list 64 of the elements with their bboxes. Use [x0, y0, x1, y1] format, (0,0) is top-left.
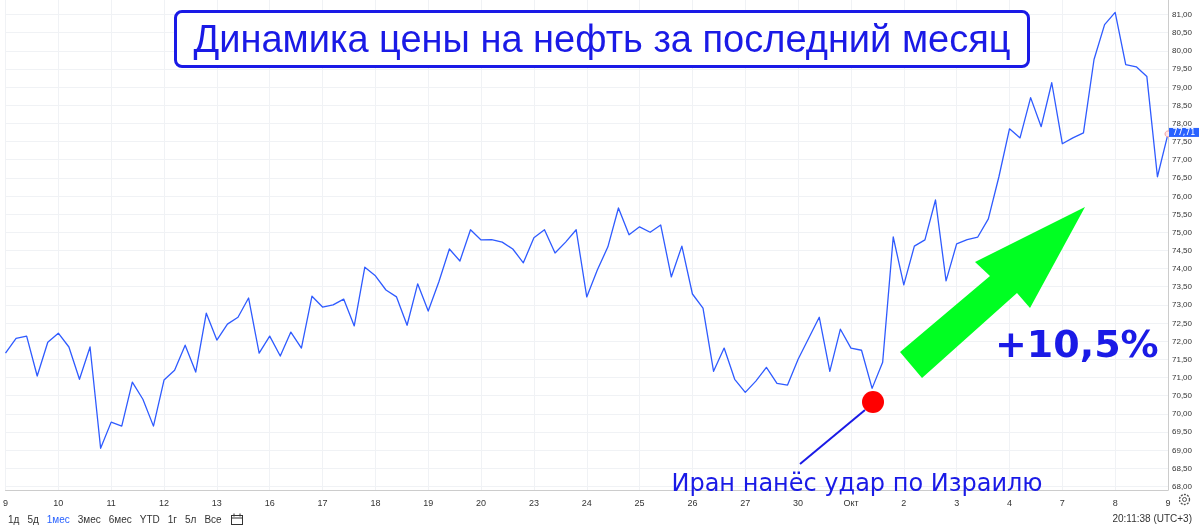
x-tick-label: 20: [476, 497, 487, 508]
y-tick-label: 80,50: [1172, 28, 1193, 38]
x-tick-label: Окт: [843, 497, 859, 508]
y-tick-label: 77,00: [1172, 155, 1193, 165]
y-tick-label: 78,50: [1172, 100, 1193, 110]
y-tick-label: 81,00: [1172, 10, 1193, 20]
y-tick-label: 70,50: [1172, 391, 1193, 401]
x-tick-label: 4: [1006, 497, 1012, 508]
text: 1г: [167, 514, 178, 525]
x-tick-label: 26: [687, 497, 698, 508]
text: Динамика цены на нефть за последний месяц: [174, 10, 1030, 68]
x-tick-label: 9: [1165, 497, 1171, 508]
x-tick-label: 25: [634, 497, 645, 508]
y-tick-label: 74,50: [1172, 245, 1193, 255]
y-tick-label: 75,50: [1172, 209, 1193, 219]
text: YTD: [139, 514, 160, 525]
y-tick-label: 69,00: [1172, 445, 1193, 455]
x-tick-label: 8: [1112, 497, 1118, 508]
x-tick-label: 11: [106, 497, 116, 508]
y-tick-label: 70,00: [1172, 409, 1193, 419]
y-tick-label: 79,50: [1172, 64, 1193, 74]
y-tick-label: 73,00: [1172, 300, 1193, 310]
y-tick-label: 77,50: [1172, 137, 1193, 147]
x-tick-label: 27: [740, 497, 751, 508]
x-tick-label: 18: [370, 497, 381, 508]
y-tick-label: 73,50: [1172, 282, 1193, 292]
text: 6мес: [108, 514, 132, 525]
annotation: Иран нанёс удар по Израилю: [671, 469, 1043, 497]
text: 1д: [8, 514, 20, 525]
y-tick-label: 80,00: [1172, 46, 1193, 56]
text: 77,71: [1172, 127, 1196, 137]
x-tick-label: 7: [1059, 497, 1065, 508]
y-tick-label: 76,00: [1172, 191, 1193, 201]
y-tick-label: 76,50: [1172, 173, 1193, 183]
text: Все: [204, 514, 222, 525]
x-tick-label: 16: [264, 497, 275, 508]
x-tick-label: 3: [954, 497, 960, 508]
y-tick-label: 71,50: [1172, 354, 1193, 364]
text: 5л: [185, 514, 197, 525]
y-tick-label: 68,50: [1172, 463, 1193, 473]
x-tick-label: 13: [211, 497, 222, 508]
text: 3мес: [77, 514, 101, 525]
y-tick-label: 72,00: [1172, 336, 1193, 346]
annotation: +10,5%: [995, 322, 1159, 366]
x-tick-label: 2: [901, 497, 907, 508]
y-tick-label: 74,00: [1172, 264, 1193, 274]
y-tick-label: 71,00: [1172, 372, 1193, 382]
y-tick-label: 79,00: [1172, 82, 1193, 92]
x-tick-label: 24: [581, 497, 592, 508]
y-tick-label: 68,00: [1172, 481, 1193, 491]
x-tick-label: 23: [528, 497, 539, 508]
y-tick-label: 72,50: [1172, 318, 1193, 328]
x-tick-label: 9: [2, 497, 9, 508]
y-tick-label: 75,00: [1172, 227, 1193, 237]
y-tick-label: 69,50: [1172, 427, 1193, 437]
text: 5д: [27, 514, 39, 525]
x-tick-label: 30: [793, 497, 804, 508]
x-tick-label: 12: [159, 497, 170, 508]
x-tick-label: 19: [423, 497, 434, 508]
text: 20:11:38 (UTC+3): [1112, 513, 1192, 524]
text: 1мес: [46, 514, 70, 525]
x-tick-label: 10: [53, 497, 64, 508]
y-tick-label: 78,00: [1172, 118, 1193, 128]
x-tick-label: 17: [317, 497, 328, 508]
